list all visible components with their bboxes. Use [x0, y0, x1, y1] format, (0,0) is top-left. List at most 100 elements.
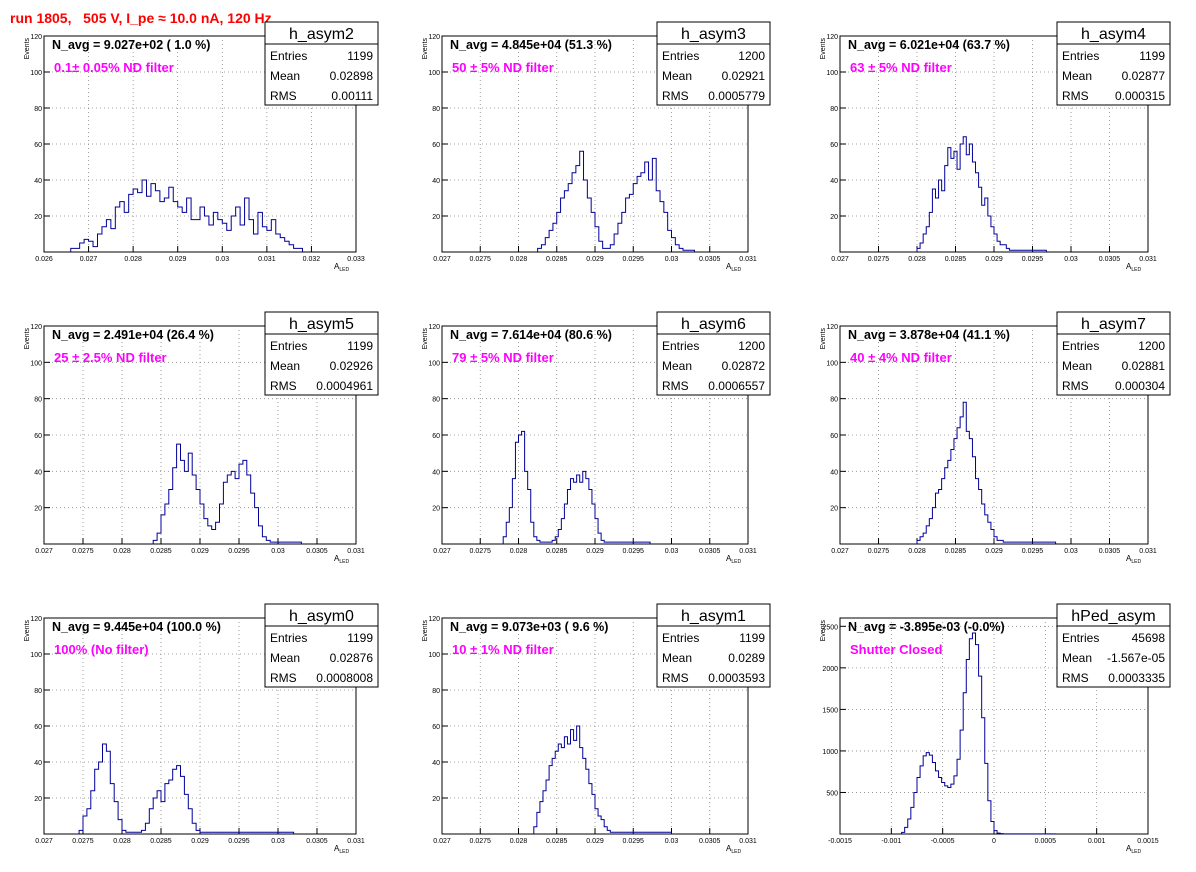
histogram-bin	[177, 444, 181, 544]
histogram-bin	[235, 479, 239, 544]
histogram-bin	[231, 832, 235, 834]
histogram-bin	[626, 832, 629, 834]
y-axis-label: Events	[24, 620, 31, 642]
histogram-bin	[212, 529, 216, 544]
histogram-bin	[595, 809, 598, 834]
y-axis-label: Events	[24, 328, 31, 350]
histogram-name: h_asym0	[289, 608, 354, 625]
y-tick-label: 60	[34, 142, 42, 149]
histogram-bin	[282, 832, 286, 834]
histogram-bin	[282, 542, 286, 544]
histogram-bin	[270, 832, 274, 834]
histogram-bin	[951, 784, 954, 834]
histogram-bin	[286, 542, 290, 544]
histogram-bin	[200, 207, 204, 252]
stats-box	[1056, 21, 1171, 106]
y-tick-label: 20	[830, 506, 838, 513]
histogram-bin	[262, 537, 266, 544]
histogram-bin	[571, 730, 574, 834]
histogram-bin	[534, 827, 537, 834]
histogram-bin	[583, 758, 586, 834]
histogram-bin	[985, 198, 988, 252]
histogram-bin	[557, 212, 561, 252]
y-tick-label: 60	[34, 724, 42, 731]
histogram-bin	[622, 212, 626, 252]
histogram-bin	[985, 515, 988, 544]
x-tick-label: 0.028	[113, 548, 131, 555]
x-tick-label: 0.027	[433, 838, 451, 845]
histogram-bin	[247, 832, 251, 834]
stats-label-rms: RMS	[1062, 379, 1089, 393]
x-tick-label: 0.0285	[150, 548, 172, 555]
histogram-bin	[592, 504, 595, 544]
histogram-bin	[926, 526, 929, 544]
histogram-bin	[939, 778, 942, 834]
x-tick-label: -0.0015	[828, 838, 852, 845]
histogram-bin	[169, 187, 173, 252]
histogram-bin	[1037, 542, 1040, 544]
x-tick-label: 0.027	[80, 256, 98, 263]
y-tick-label: 100	[826, 70, 838, 77]
stats-label-rms: RMS	[270, 89, 297, 103]
histogram-bin	[668, 230, 672, 252]
histogram-bin	[659, 832, 662, 834]
histogram-bin	[641, 832, 644, 834]
histogram-bin	[220, 504, 224, 544]
histogram-bin	[568, 184, 572, 252]
histogram-bin	[1028, 542, 1031, 544]
x-tick-label: 0.027	[831, 256, 849, 263]
histogram-bin	[957, 169, 960, 252]
histogram-bin	[929, 212, 932, 252]
histogram-bin	[239, 832, 243, 834]
n-avg-label: N_avg = 7.614e+04 (80.6 %)	[450, 328, 612, 342]
histogram-bin	[969, 144, 972, 252]
x-tick-label: 0.028	[908, 548, 926, 555]
histogram-bin	[618, 223, 622, 252]
histogram-bin	[506, 522, 509, 544]
histogram-bin	[932, 763, 935, 834]
histogram-bin	[95, 769, 99, 834]
histogram-bin	[1037, 250, 1040, 252]
x-tick-label: 0	[992, 838, 996, 845]
histogram-bin	[923, 234, 926, 252]
x-tick-label: 0.028	[510, 548, 528, 555]
x-tick-label: 0.03	[1064, 256, 1078, 263]
x-tick-label: 0.03	[215, 256, 229, 263]
histogram-bin	[595, 227, 599, 252]
histogram-bin	[564, 191, 568, 252]
filter-label: 79 ± 5% ND filter	[452, 350, 554, 365]
y-tick-label: 60	[432, 724, 440, 731]
histogram-bin	[948, 148, 951, 252]
histogram-bin	[169, 780, 173, 834]
histogram-bin	[905, 827, 908, 834]
histogram-bin	[576, 166, 580, 252]
histogram-name: h_asym7	[1081, 316, 1146, 333]
histogram-bin	[945, 468, 948, 544]
y-tick-label: 100	[30, 360, 42, 367]
histogram-bin	[668, 832, 671, 834]
histogram-bin	[1046, 542, 1049, 544]
stats-label-mean: Mean	[270, 359, 300, 373]
histogram-bin	[911, 807, 914, 834]
histogram-bin	[188, 809, 192, 834]
histogram-bin	[994, 234, 997, 252]
histogram-bin	[213, 212, 217, 252]
x-tick-label: 0.031	[739, 256, 757, 263]
x-axis-label: ALED	[1126, 262, 1141, 273]
histogram-bin	[204, 216, 208, 252]
histogram-bin	[227, 832, 231, 834]
histogram-bin	[512, 479, 515, 544]
histogram-bin	[1009, 250, 1012, 252]
histogram-bin	[204, 519, 208, 544]
histogram-bin	[165, 784, 169, 834]
y-tick-label: 100	[30, 70, 42, 77]
x-tick-label: 0.027	[35, 838, 53, 845]
histogram-bin	[679, 248, 683, 252]
histogram-bin	[638, 542, 641, 544]
x-tick-label: 0.0305	[306, 838, 328, 845]
histogram-line	[152, 443, 302, 544]
histogram-bin	[966, 660, 969, 834]
stats-value-mean: 0.02876	[330, 651, 374, 665]
histogram-panel-h_asym5: 0.027 0.0275 0.028 0.0285 0.029 0.0295 0.03 0.0…	[24, 311, 379, 565]
filter-label: 50 ± 5% ND filter	[452, 60, 554, 75]
